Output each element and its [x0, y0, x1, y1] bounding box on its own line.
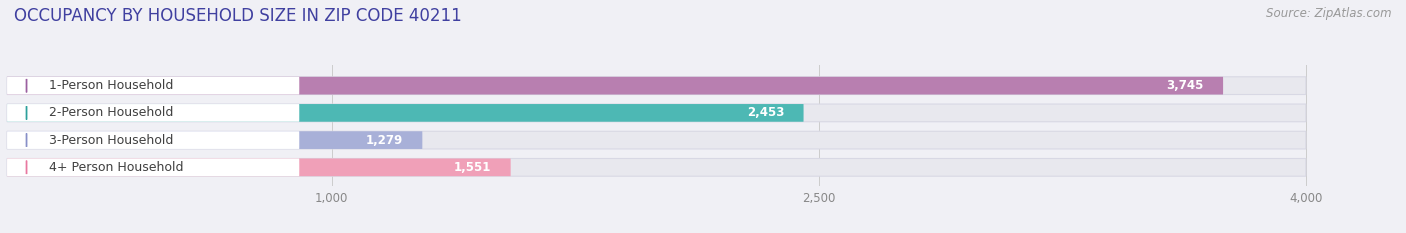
- Text: 3-Person Household: 3-Person Household: [49, 134, 173, 147]
- FancyBboxPatch shape: [7, 131, 299, 149]
- FancyBboxPatch shape: [7, 104, 1306, 122]
- Text: 1,551: 1,551: [454, 161, 491, 174]
- Text: 2-Person Household: 2-Person Household: [49, 106, 173, 119]
- FancyBboxPatch shape: [7, 158, 510, 176]
- FancyBboxPatch shape: [7, 131, 422, 149]
- Text: 2,453: 2,453: [747, 106, 785, 119]
- Text: 1,279: 1,279: [366, 134, 404, 147]
- Text: 1-Person Household: 1-Person Household: [49, 79, 173, 92]
- FancyBboxPatch shape: [7, 77, 1223, 95]
- FancyBboxPatch shape: [7, 131, 1306, 149]
- Text: OCCUPANCY BY HOUSEHOLD SIZE IN ZIP CODE 40211: OCCUPANCY BY HOUSEHOLD SIZE IN ZIP CODE …: [14, 7, 461, 25]
- FancyBboxPatch shape: [7, 104, 804, 122]
- FancyBboxPatch shape: [7, 158, 1306, 176]
- FancyBboxPatch shape: [7, 104, 299, 122]
- Text: 3,745: 3,745: [1166, 79, 1204, 92]
- FancyBboxPatch shape: [7, 77, 299, 95]
- FancyBboxPatch shape: [7, 77, 1306, 95]
- FancyBboxPatch shape: [7, 158, 299, 176]
- Text: 4+ Person Household: 4+ Person Household: [49, 161, 184, 174]
- Text: Source: ZipAtlas.com: Source: ZipAtlas.com: [1267, 7, 1392, 20]
